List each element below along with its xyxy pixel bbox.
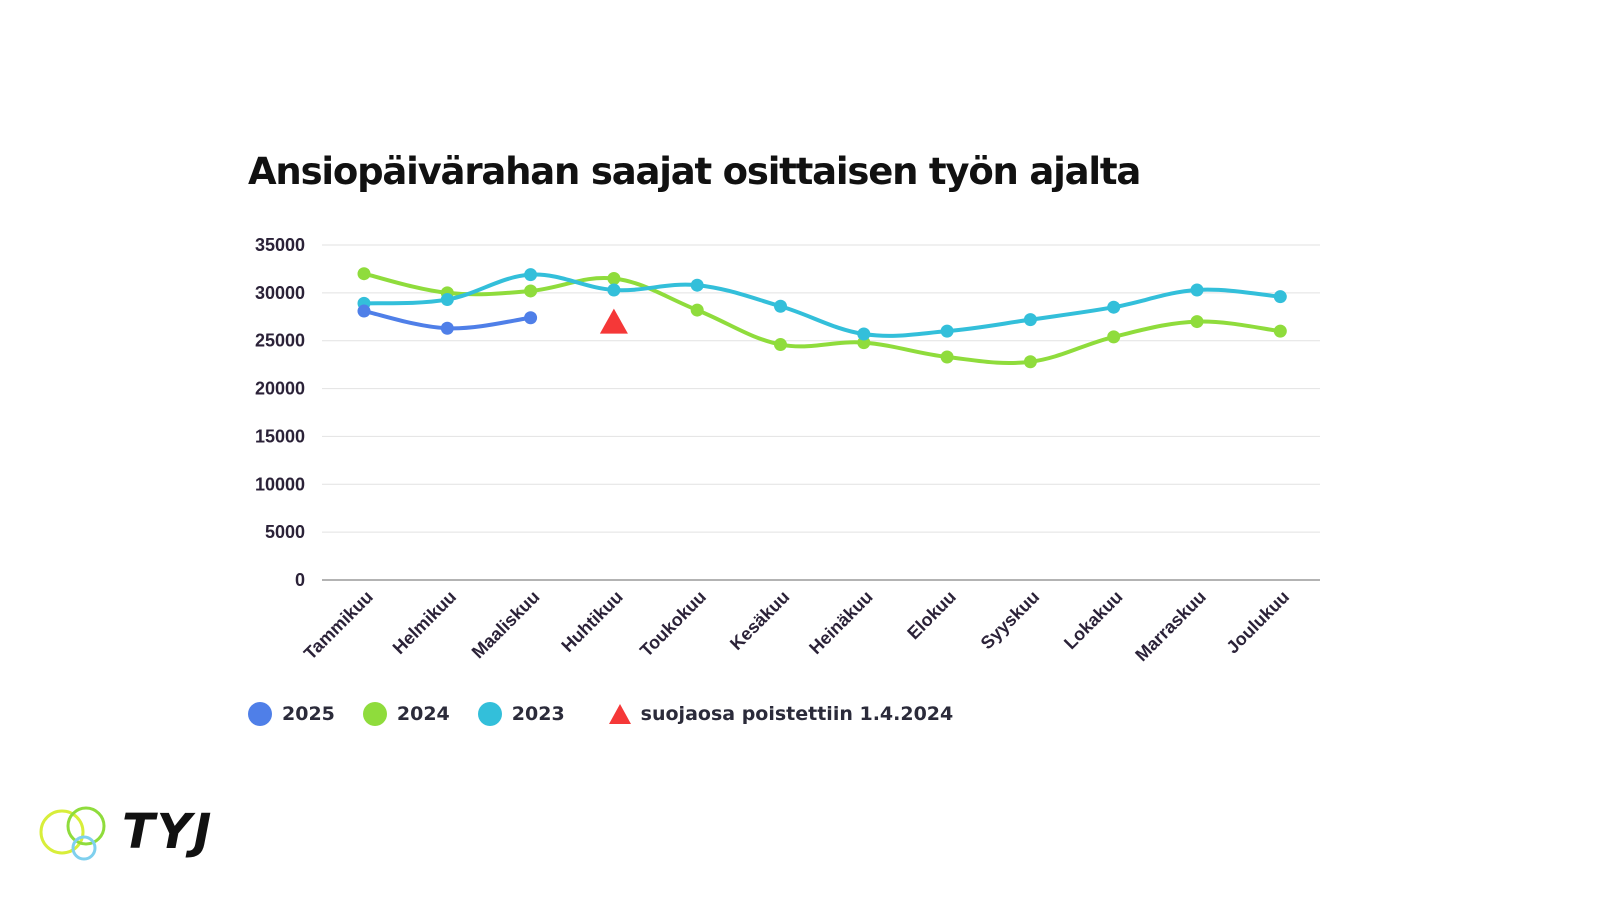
data-point-2024 <box>357 267 371 281</box>
x-tick-label: Marraskuu <box>1131 587 1210 666</box>
legend-item-2024: 2024 <box>362 702 450 726</box>
x-tick-label: Huhtikuu <box>557 587 626 656</box>
y-tick-label: 0 <box>295 570 305 590</box>
x-tick-label: Joulukuu <box>1222 587 1293 658</box>
y-tick-label: 10000 <box>255 474 305 494</box>
data-point-2023 <box>1023 313 1037 327</box>
x-tick-label: Heinäkuu <box>805 587 876 658</box>
legend: 2025 2024 2023 suojaosa poistettiin 1.4.… <box>248 702 981 726</box>
annotation-triangle-marker <box>599 308 628 334</box>
series-lines <box>357 267 1287 369</box>
legend-item-2025: 2025 <box>248 702 335 726</box>
data-point-2024 <box>524 284 538 298</box>
x-tick-label: Toukokuu <box>636 587 710 661</box>
data-point-2023 <box>940 324 954 338</box>
series-line-2024 <box>362 271 1283 365</box>
x-tick-label: Maaliskuu <box>468 587 544 663</box>
logo-text: TYJ <box>122 804 214 860</box>
annotation-layer <box>599 308 628 334</box>
data-point-2025 <box>357 304 371 318</box>
grid-lines <box>322 244 1320 581</box>
data-point-2025 <box>524 311 538 325</box>
legend-label-annotation: suojaosa poistettiin 1.4.2024 <box>640 703 954 725</box>
data-point-2024 <box>1023 355 1037 369</box>
series-2023 <box>357 268 1287 341</box>
series-2025 <box>357 304 538 335</box>
x-tick-label: Syyskuu <box>977 587 1044 654</box>
data-point-2024 <box>1190 315 1204 329</box>
data-point-2023 <box>524 268 538 282</box>
legend-marker-2024 <box>362 702 387 726</box>
x-tick-label: Lokakuu <box>1060 587 1126 653</box>
data-point-2023 <box>1107 300 1121 314</box>
x-tick-label: Helmikuu <box>389 587 460 658</box>
data-point-2023 <box>440 293 454 307</box>
chart-title: Ansiopäivärahan saajat osittaisen työn a… <box>248 150 1141 193</box>
data-point-2024 <box>607 272 621 285</box>
data-point-2023 <box>1190 283 1204 297</box>
y-tick-label: 30000 <box>255 283 305 303</box>
legend-label-2024: 2024 <box>396 703 450 725</box>
data-point-2023 <box>607 283 621 297</box>
legend-marker-2023 <box>477 702 502 726</box>
data-point-2023 <box>1273 290 1287 304</box>
y-axis-ticks: 0 5000 10000 15000 20000 25000 30000 35000 <box>255 235 305 590</box>
data-point-2024 <box>1107 330 1121 344</box>
y-tick-label: 15000 <box>255 426 305 446</box>
tyj-logo-icon <box>39 806 106 861</box>
y-tick-label: 35000 <box>255 235 305 255</box>
data-point-2024 <box>774 338 787 352</box>
data-point-2023 <box>857 327 871 341</box>
x-tick-label: Elokuu <box>903 587 960 644</box>
y-tick-label: 25000 <box>255 331 305 351</box>
legend-item-2023: 2023 <box>477 702 565 726</box>
legend-item-annotation: suojaosa poistettiin 1.4.2024 <box>593 703 954 725</box>
x-tick-label: Kesäkuu <box>726 587 793 654</box>
x-tick-label: Tammikuu <box>300 587 377 664</box>
data-point-2024 <box>690 303 704 317</box>
x-axis-ticks: Tammikuu Helmikuu Maaliskuu Huhtikuu Toukoku… <box>300 587 1293 666</box>
y-tick-label: 5000 <box>265 522 305 542</box>
legend-label-2025: 2025 <box>282 703 335 725</box>
legend-marker-triangle <box>608 704 631 724</box>
legend-marker-2025 <box>248 702 272 726</box>
series-line-2023 <box>362 272 1283 338</box>
data-point-2023 <box>774 299 787 313</box>
y-tick-label: 20000 <box>255 379 305 399</box>
data-point-2024 <box>940 350 954 364</box>
data-point-2023 <box>690 278 704 292</box>
data-point-2025 <box>440 321 454 335</box>
data-point-2024 <box>1273 324 1287 338</box>
legend-label-2023: 2023 <box>511 703 565 725</box>
